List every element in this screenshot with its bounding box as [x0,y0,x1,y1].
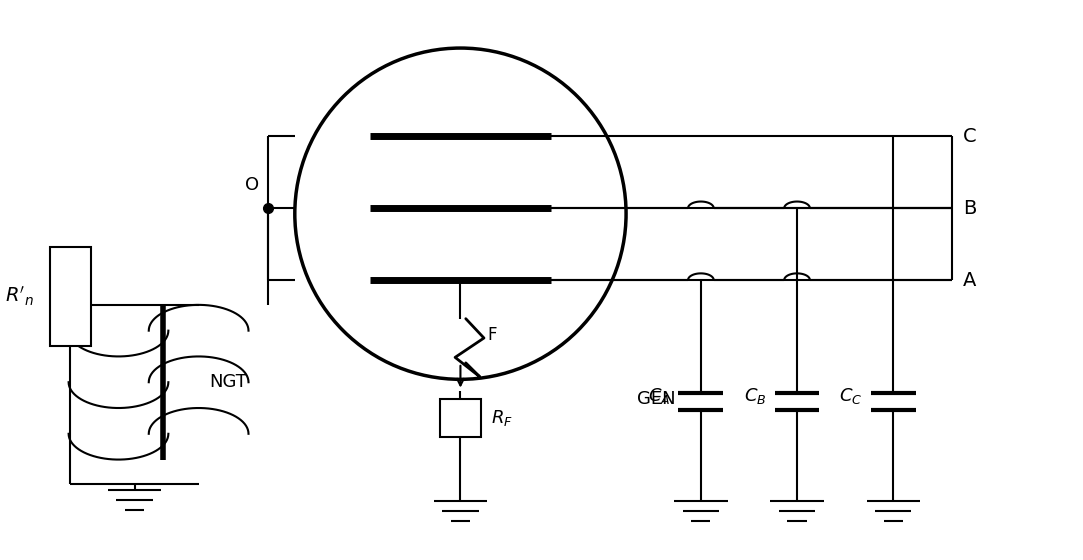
Text: $C_A$: $C_A$ [648,386,670,406]
Bar [440,399,481,437]
Text: C: C [963,127,976,146]
Text: GEN: GEN [637,390,676,408]
Text: NGT: NGT [209,373,247,391]
Text: A: A [963,270,976,290]
Text: B: B [963,199,976,218]
Text: $R_F$: $R_F$ [492,408,513,428]
Text: O: O [246,176,260,194]
Bar [50,247,91,346]
Text: $C_C$: $C_C$ [839,386,862,406]
Text: $C_B$: $C_B$ [744,386,766,406]
Text: F: F [487,326,497,344]
Text: $R'_n$: $R'_n$ [5,285,34,308]
